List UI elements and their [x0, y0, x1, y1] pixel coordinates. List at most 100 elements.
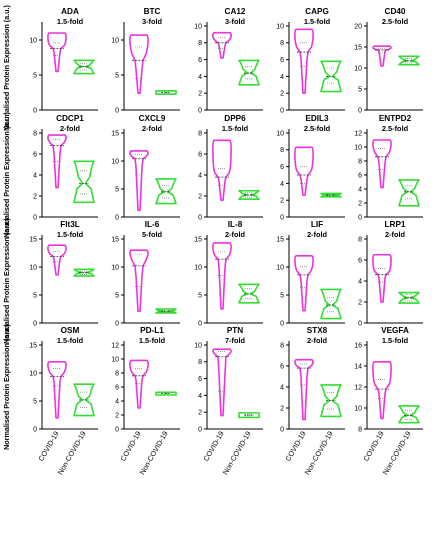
y-tick-label: 2 — [198, 410, 202, 417]
y-tick-label: 0 — [115, 214, 119, 221]
panel-il-8: IL-82-fold 0 5 10 15 — [194, 220, 263, 327]
y-tick-label: 6 — [280, 57, 284, 64]
y-tick-label: 8 — [280, 147, 284, 154]
fold-change-label: 1.5-fold — [222, 124, 249, 133]
y-tick-label: 6 — [198, 57, 202, 64]
y-tick-label: 4 — [280, 384, 284, 391]
fold-change-label: 2-fold — [307, 336, 328, 345]
y-tick-label: 2 — [358, 299, 362, 306]
y-tick-label: 10 — [111, 158, 119, 165]
non-covid-violin — [155, 391, 177, 396]
panel-title: ADA — [61, 7, 79, 16]
y-tick-label: 0 — [33, 214, 37, 221]
y-tick-label: 15 — [194, 236, 202, 243]
covid-violin — [47, 361, 67, 419]
non-covid-violin — [73, 268, 95, 277]
fold-change-label: 1.5-fold — [57, 17, 84, 26]
covid-violin — [47, 244, 67, 276]
y-tick-label: 8 — [198, 40, 202, 47]
fold-change-label: 3-fold — [225, 17, 246, 26]
y-tick-label: 10 — [194, 23, 202, 30]
y-tick-label: 5 — [115, 72, 119, 79]
y-tick-label: 6 — [358, 172, 362, 179]
y-tick-label: 4 — [198, 393, 202, 400]
fold-change-label: 1.5-fold — [304, 17, 331, 26]
y-tick-label: 15 — [354, 44, 362, 51]
panel-il-6: IL-65-fold 0 5 10 15 — [111, 220, 180, 327]
y-tick-label: 10 — [111, 37, 119, 44]
panel-title: CDCP1 — [56, 114, 84, 123]
y-tick-label: 4 — [198, 172, 202, 179]
y-tick-label: 10 — [194, 264, 202, 271]
y-tick-label: 10 — [111, 264, 119, 271]
panel-title: LIF — [311, 220, 323, 229]
panel-title: OSM — [61, 326, 80, 335]
y-axis-label: Normalised Protein Expression (a.u.) — [2, 217, 11, 343]
panel-title: BTC — [144, 7, 161, 16]
y-tick-label: 0 — [358, 214, 362, 221]
y-tick-label: 0 — [115, 107, 119, 114]
panel-title: PD-L1 — [140, 326, 164, 335]
y-tick-label: 0 — [358, 107, 362, 114]
non-covid-violin — [398, 405, 420, 424]
y-tick-label: 4 — [33, 172, 37, 179]
y-tick-label: 15 — [276, 236, 284, 243]
y-tick-label: 10 — [276, 130, 284, 137]
y-tick-label: 6 — [198, 376, 202, 383]
panel-title: ENTPD2 — [379, 114, 412, 123]
y-tick-label: 5 — [33, 292, 37, 299]
y-tick-label: 8 — [358, 236, 362, 243]
y-tick-label: 10 — [276, 23, 284, 30]
y-tick-label: 14 — [354, 363, 362, 370]
y-tick-label: 0 — [198, 320, 202, 327]
y-tick-label: 10 — [29, 264, 37, 271]
panel-title: CXCL9 — [139, 114, 166, 123]
y-tick-label: 5 — [358, 86, 362, 93]
non-covid-violin — [398, 55, 420, 66]
covid-violin — [47, 32, 67, 73]
non-covid-violin — [73, 383, 95, 417]
panel-title: DPP6 — [224, 114, 246, 123]
y-tick-label: 4 — [358, 186, 362, 193]
covid-violin — [212, 242, 232, 310]
y-tick-label: 0 — [198, 214, 202, 221]
y-tick-label: 20 — [354, 23, 362, 30]
panel-title: IL-6 — [145, 220, 160, 229]
non-covid-violin — [398, 291, 420, 304]
panel-title: CA12 — [225, 7, 246, 16]
y-axis-label: Normalised Protein Expression (a.u.) — [2, 111, 11, 237]
covid-violin — [372, 139, 392, 189]
covid-violin — [212, 348, 232, 417]
non-covid-violin — [320, 384, 342, 418]
panel-title: VEGFA — [381, 326, 409, 335]
y-tick-label: 6 — [33, 151, 37, 158]
y-tick-label: 8 — [198, 359, 202, 366]
y-axis-labels: Normalised Protein Expression (a.u.)Norm… — [2, 4, 11, 449]
y-tick-label: 2 — [198, 193, 202, 200]
y-tick-label: 8 — [280, 40, 284, 47]
y-tick-label: 2 — [280, 91, 284, 98]
covid-violin — [372, 361, 392, 420]
y-tick-label: 15 — [29, 342, 37, 349]
y-tick-label: 5 — [115, 292, 119, 299]
y-tick-label: 2 — [33, 193, 37, 200]
covid-violin — [47, 134, 67, 189]
y-tick-label: 2 — [358, 200, 362, 207]
y-tick-label: 10 — [194, 342, 202, 349]
y-axis-label: Normalised Protein Expression (a.u.) — [2, 4, 11, 130]
y-tick-label: 4 — [115, 398, 119, 405]
covid-violin — [372, 253, 392, 303]
fold-change-label: 2.5-fold — [382, 124, 409, 133]
non-covid-violin — [398, 179, 420, 207]
